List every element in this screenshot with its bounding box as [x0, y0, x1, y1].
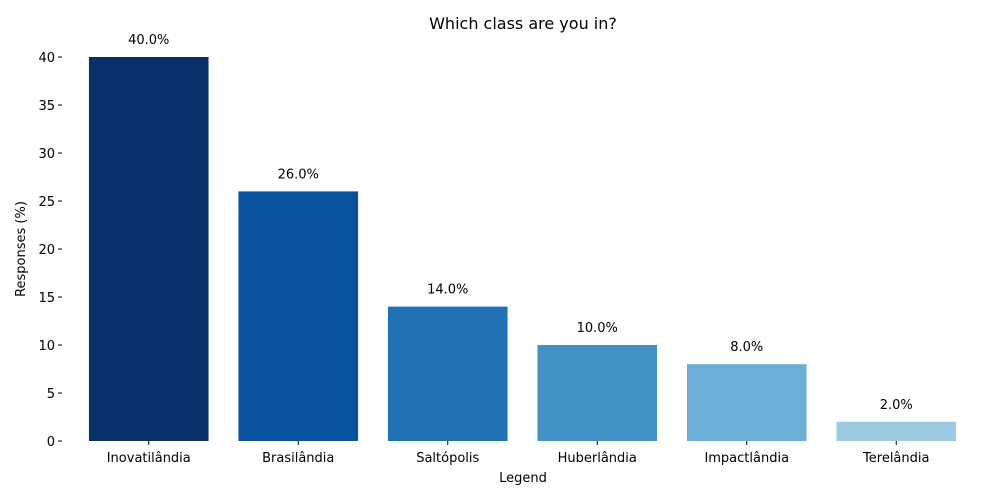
- bar: [387, 306, 508, 441]
- data-label: 10.0%: [577, 321, 618, 336]
- data-label: 8.0%: [730, 340, 763, 355]
- y-tick-label: 35: [38, 99, 55, 114]
- x-tick-label: Terelândia: [862, 451, 929, 466]
- y-axis-label: Responses (%): [14, 201, 29, 297]
- data-label: 2.0%: [880, 398, 913, 413]
- y-tick-label: 15: [38, 291, 55, 306]
- x-tick-label: Saltópolis: [416, 451, 479, 466]
- bar: [686, 364, 807, 441]
- x-tick-label: Huberlândia: [558, 451, 637, 466]
- y-tick-label: 20: [38, 243, 55, 258]
- y-tick-label: 25: [38, 195, 55, 210]
- y-axis: 0 5 10 15 20 25 30 35 40: [38, 51, 62, 450]
- bar: [537, 345, 658, 441]
- y-tick-label: 5: [47, 387, 55, 402]
- x-tick-label: Inovatilândia: [107, 451, 191, 466]
- x-axis: Inovatilândia Brasilândia Saltópolis Huberl…: [107, 441, 929, 466]
- data-label: 40.0%: [128, 33, 169, 48]
- bar: [238, 191, 359, 441]
- y-tick-label: 40: [38, 51, 55, 66]
- y-tick-label: 0: [47, 435, 55, 450]
- data-label: 14.0%: [427, 283, 468, 298]
- x-tick-label: Impactlândia: [704, 451, 789, 466]
- y-tick-label: 30: [38, 147, 55, 162]
- bars: [88, 57, 957, 441]
- x-axis-label: Legend: [499, 471, 547, 486]
- data-labels: 40.0% 26.0% 14.0% 10.0% 8.0% 2.0%: [128, 33, 913, 413]
- bar: [836, 421, 957, 441]
- chart-title: Which class are you in?: [429, 14, 617, 33]
- x-tick-label: Brasilândia: [262, 451, 334, 466]
- bar: [88, 57, 209, 441]
- y-tick-label: 10: [38, 339, 55, 354]
- data-label: 26.0%: [278, 167, 319, 182]
